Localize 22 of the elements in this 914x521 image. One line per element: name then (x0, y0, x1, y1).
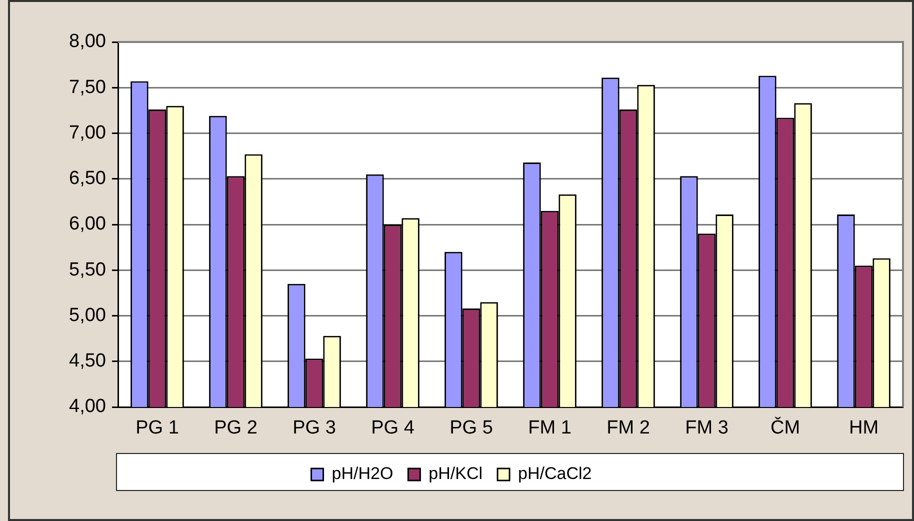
x-tick-label: PG 5 (450, 418, 493, 439)
y-tick-label: 7,00 (69, 122, 106, 144)
y-tick-label: 4,50 (69, 350, 106, 372)
x-tick-label: FM 1 (528, 418, 572, 439)
y-tick-label: 5,50 (69, 259, 106, 280)
x-tick-label: PG 1 (136, 418, 179, 439)
legend-label: pH/KCl (428, 464, 483, 484)
y-tick-label: 4,00 (69, 396, 106, 418)
y-tick-label: 6,00 (69, 214, 106, 235)
legend-label: pH/CaCl2 (518, 464, 592, 484)
x-tick-label: HM (848, 418, 879, 439)
y-tick-label: 5,00 (69, 304, 106, 326)
x-tick-label: PG 4 (371, 418, 415, 439)
y-tick-label: 7,50 (69, 76, 106, 98)
x-tick-label: PG 2 (214, 418, 258, 439)
y-tick-label: 6,50 (69, 168, 106, 190)
x-tick-label: PG 3 (292, 418, 336, 439)
x-tick-label: FM 3 (685, 418, 728, 439)
y-tick-label: 8,00 (69, 31, 106, 52)
legend-label: pH/H2O (332, 464, 394, 484)
x-tick-label: FM 2 (606, 418, 650, 439)
x-tick-label: ČM (770, 416, 800, 439)
